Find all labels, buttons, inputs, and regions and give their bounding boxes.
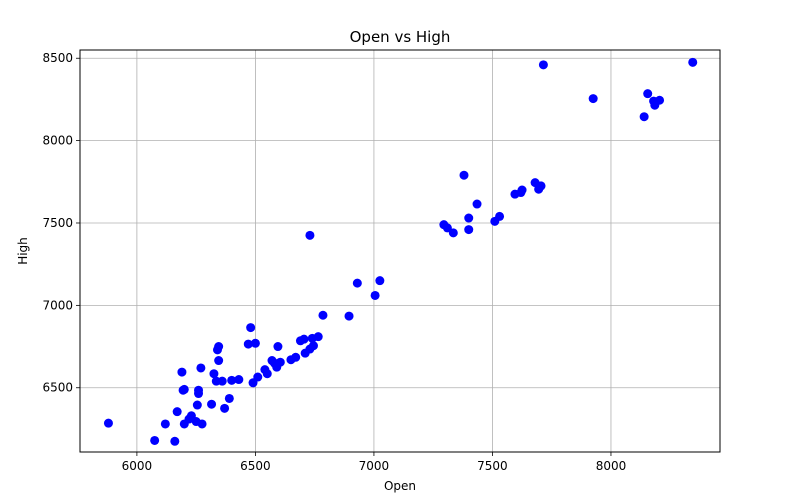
data-point xyxy=(224,393,234,403)
data-points xyxy=(103,57,698,446)
x-axis-label: Open xyxy=(384,479,416,493)
data-point xyxy=(517,185,527,195)
data-point xyxy=(273,342,283,352)
y-tick-label: 7000 xyxy=(42,298,73,312)
data-point xyxy=(538,60,548,70)
data-point xyxy=(344,311,354,321)
data-point xyxy=(464,213,474,223)
data-point xyxy=(250,338,260,348)
x-tick-label: 7000 xyxy=(359,459,390,473)
data-point xyxy=(150,435,160,445)
data-point xyxy=(227,375,237,385)
data-point xyxy=(262,369,272,379)
data-point xyxy=(217,376,227,386)
chart-title: Open vs High xyxy=(350,28,451,46)
data-point xyxy=(305,230,315,240)
data-point xyxy=(103,418,113,428)
data-point xyxy=(299,334,309,344)
data-point xyxy=(352,278,362,288)
x-tick-label: 6000 xyxy=(122,459,153,473)
data-point xyxy=(448,228,458,238)
data-point xyxy=(196,363,206,373)
data-point xyxy=(197,419,207,429)
axis-ticks: 6000 6500 7000 7500 8000 6500 7000 7500 8000 8500 xyxy=(42,51,626,473)
plot-area-frame xyxy=(79,49,721,453)
data-point xyxy=(179,384,189,394)
data-point xyxy=(472,199,482,209)
data-point xyxy=(588,94,598,104)
data-point xyxy=(291,352,301,362)
data-point xyxy=(459,170,469,180)
data-point xyxy=(177,367,187,377)
x-tick-label: 6500 xyxy=(240,459,271,473)
y-tick-label: 7500 xyxy=(42,216,73,230)
data-point xyxy=(192,400,202,410)
y-axis-label: High xyxy=(16,237,30,265)
data-point xyxy=(160,419,170,429)
data-point xyxy=(246,323,256,333)
data-point xyxy=(170,436,180,446)
data-point xyxy=(639,112,649,122)
data-point xyxy=(214,342,224,352)
data-point xyxy=(464,225,474,235)
data-point xyxy=(220,403,230,413)
data-point xyxy=(688,57,698,67)
y-tick-label: 6500 xyxy=(42,381,73,395)
data-point xyxy=(655,95,665,105)
x-tick-label: 8000 xyxy=(596,459,627,473)
data-point xyxy=(253,372,263,382)
data-point xyxy=(234,375,244,385)
data-point xyxy=(194,385,204,395)
x-tick-label: 7500 xyxy=(477,459,508,473)
data-point xyxy=(209,369,219,379)
data-point xyxy=(207,399,217,409)
data-point xyxy=(308,341,318,351)
data-point xyxy=(172,407,182,417)
y-tick-label: 8000 xyxy=(42,134,73,148)
data-point xyxy=(370,290,380,300)
data-point xyxy=(495,211,505,221)
data-point xyxy=(536,181,546,191)
data-point xyxy=(243,339,253,349)
data-point xyxy=(214,356,224,366)
y-tick-label: 8500 xyxy=(42,51,73,65)
data-point xyxy=(442,223,452,233)
data-point xyxy=(318,310,328,320)
data-point xyxy=(313,332,323,342)
data-point xyxy=(643,89,653,99)
data-point xyxy=(375,276,385,286)
data-point xyxy=(275,357,285,367)
